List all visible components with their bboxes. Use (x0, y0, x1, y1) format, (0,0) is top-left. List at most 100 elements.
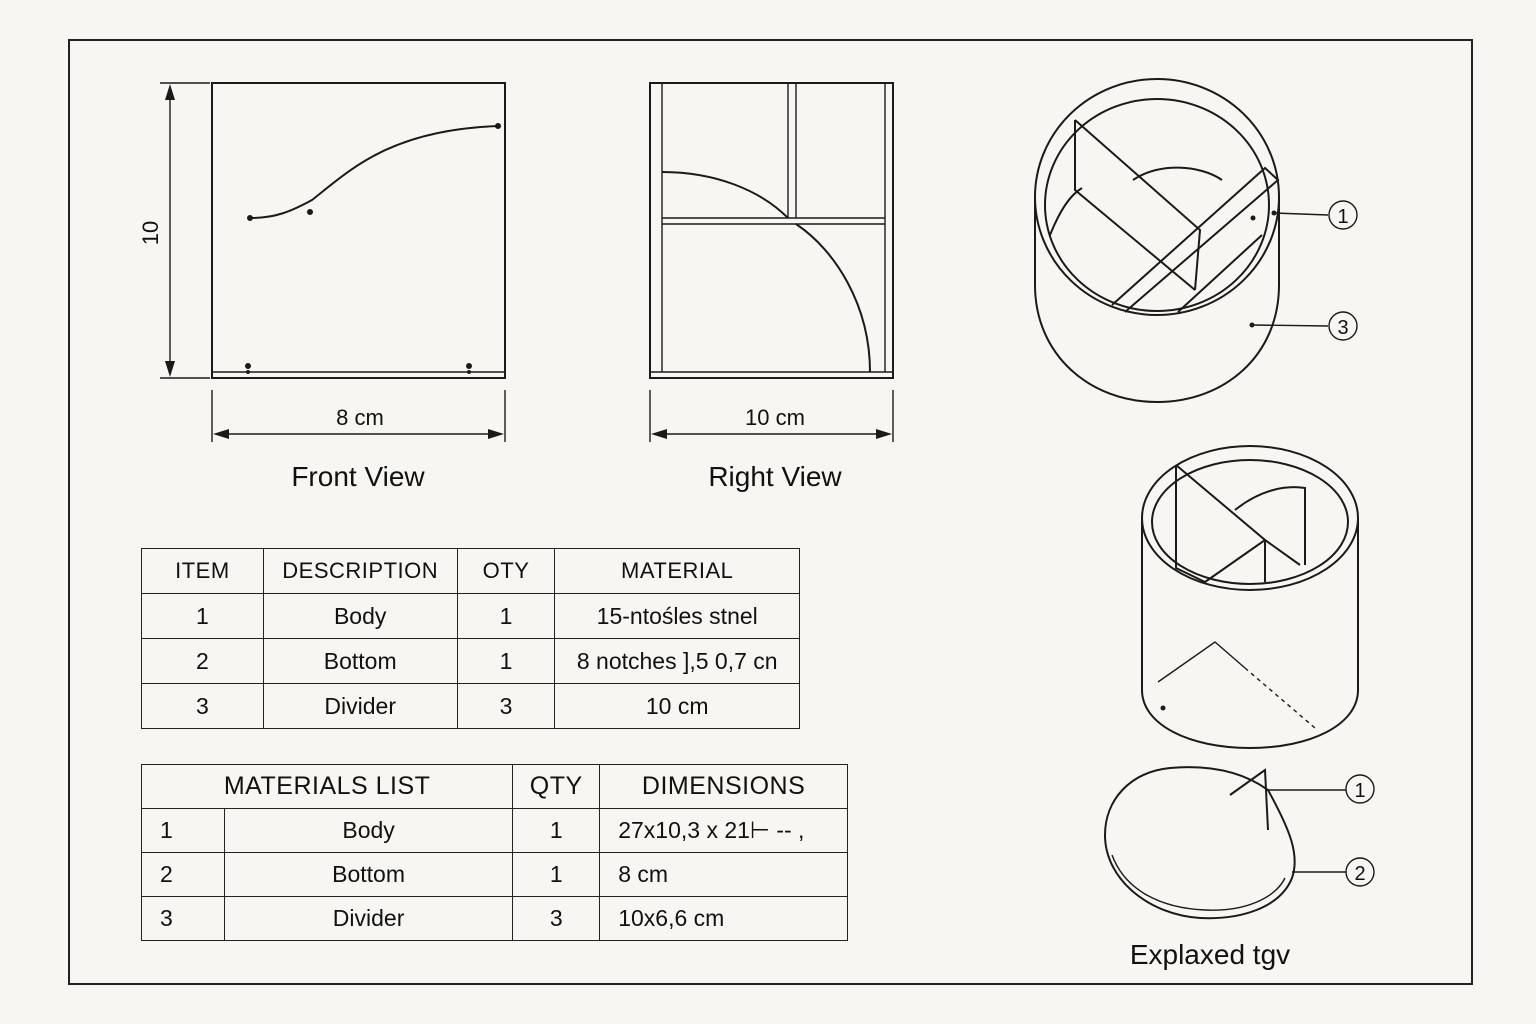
body-divider (1204, 538, 1301, 583)
table-cell: 15-ntośles stnel (554, 593, 800, 639)
arrowhead-icon (213, 429, 229, 439)
table-cell: Bottom (223, 852, 514, 897)
cylinder-rim-inner (1044, 98, 1270, 312)
table-cell: 2 (141, 638, 264, 684)
column-header: QTY (512, 764, 601, 809)
callout-bubble (1345, 774, 1375, 804)
right-view-arc (795, 223, 871, 373)
right-view-outline (649, 82, 894, 379)
divider-plate (1103, 766, 1296, 920)
arrowhead-icon (165, 84, 175, 100)
divider-panel (1132, 166, 1223, 181)
body-divider (1234, 486, 1306, 565)
body-rim-inner (1151, 459, 1349, 585)
front-view-curve (249, 125, 499, 219)
table-cell: 1 (456, 593, 556, 639)
arrowhead-icon (876, 429, 892, 439)
table-cell: 8 notches ],5 0,7 cn (554, 638, 800, 684)
front-view-point (245, 363, 251, 369)
table-cell: Bottom (262, 638, 458, 684)
front-width-dimension-label: 8 cm (336, 405, 384, 430)
leader-point (1160, 705, 1166, 711)
right-view-drawing (649, 82, 894, 442)
callout-bubble (1328, 311, 1358, 341)
callout-number: 3 (1337, 317, 1348, 339)
column-header: ITEM (141, 548, 264, 594)
callout-bubble (1328, 200, 1358, 230)
front-view-point (466, 363, 472, 369)
exploded-divider: 1 2 (1103, 766, 1375, 920)
table-cell: 1 (512, 808, 601, 853)
body-wall (1141, 518, 1359, 750)
front-view-drawing (160, 82, 506, 442)
cylinder-body (1034, 197, 1280, 404)
callout-number: 1 (1354, 780, 1365, 802)
right-view-caption: Right View (708, 461, 842, 492)
column-header: OTY (456, 548, 556, 594)
leader-point (1250, 215, 1256, 221)
materials-table: MATERIALS LIST QTY DIMENSIONS 1 Body 1 2… (140, 764, 848, 941)
front-view-point (247, 215, 253, 221)
table-cell: 3 (456, 683, 556, 729)
body-hidden-line (1157, 641, 1246, 683)
callout-number: 2 (1354, 863, 1365, 885)
table-cell: 2 (141, 852, 225, 897)
arrowhead-icon (488, 429, 504, 439)
body-hidden-line (1244, 667, 1316, 729)
front-view-point (307, 209, 313, 215)
right-view-arc (661, 171, 789, 219)
table-cell: Body (223, 808, 514, 853)
table-cell: 3 (141, 683, 264, 729)
table-cell: 3 (141, 896, 225, 941)
column-header: MATERIAL (554, 548, 800, 594)
parts-table: ITEM DESCRIPTION OTY MATERIAL 1 Body 1 1… (141, 548, 800, 729)
table-row: 3 Divider 3 10x6,6 cm (141, 896, 848, 941)
divider-panel (1111, 166, 1280, 313)
front-view-caption: Front View (291, 461, 425, 492)
arrowhead-icon (165, 361, 175, 377)
divider-panel (1177, 234, 1263, 313)
leader-line (1251, 324, 1329, 327)
height-dimension-label: 10 (138, 220, 163, 246)
front-view-outline (211, 82, 506, 379)
exploded-view-caption: Explaxed tgv (1129, 939, 1291, 970)
table-row: 2 Bottom 1 8 notches ],5 0,7 cn (141, 638, 800, 684)
table-cell: Divider (223, 896, 514, 941)
leader-line (1273, 212, 1329, 216)
front-view-point (467, 370, 471, 374)
table-row: 2 Bottom 1 8 cm (141, 852, 848, 897)
divider-plate-edge (1111, 854, 1286, 911)
table-cell: 1 (141, 593, 264, 639)
isometric-assembly: 1 3 (1034, 78, 1358, 404)
body-rim-outer (1141, 445, 1359, 591)
body-divider (1175, 465, 1206, 583)
table-cell: 1 (456, 638, 556, 684)
divider-panel (1049, 187, 1083, 236)
front-view-point (495, 123, 501, 129)
table-cell: 1 (512, 852, 601, 897)
table-row: 3 Divider 3 10 cm (141, 683, 800, 729)
table-cell: 27x10,3 x 21⊢ -- , (599, 808, 848, 853)
divider-tab (1229, 768, 1269, 831)
table-cell: 1 (141, 808, 225, 853)
table-cell: Divider (262, 683, 458, 729)
body-divider (1175, 464, 1266, 582)
column-header: DESCRIPTION (262, 548, 458, 594)
column-header: MATERIALS LIST (140, 764, 514, 809)
isometric-body (1141, 445, 1359, 750)
divider-panel (1074, 119, 1202, 291)
table-cell: 10x6,6 cm (599, 896, 848, 941)
table-row: 1 Body 1 27x10,3 x 21⊢ -- , (141, 808, 848, 853)
right-width-dimension-label: 10 cm (745, 405, 805, 430)
table-cell: Body (262, 593, 458, 639)
table-cell: 10 cm (554, 683, 800, 729)
callout-number: 1 (1337, 206, 1348, 228)
arrowhead-icon (651, 429, 667, 439)
table-cell: 8 cm (599, 852, 848, 897)
table-cell: 3 (512, 896, 601, 941)
column-header: DIMENSIONS (599, 764, 848, 809)
drawing-sheet-border (68, 39, 1473, 985)
callout-bubble (1345, 857, 1375, 887)
table-row: 1 Body 1 15-ntośles stnel (141, 593, 800, 639)
